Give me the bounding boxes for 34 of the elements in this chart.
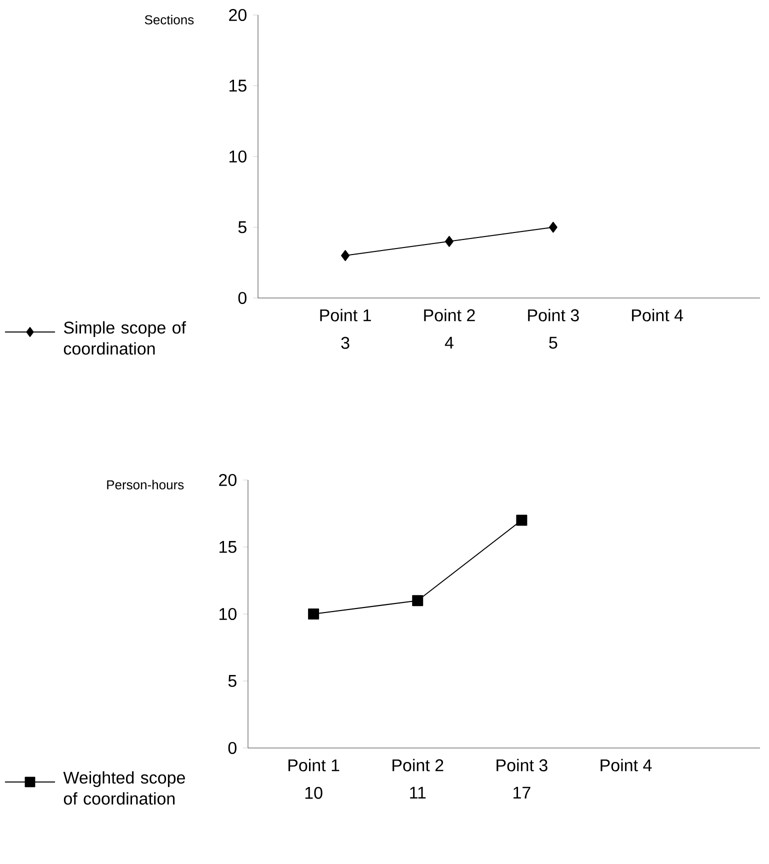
y-tick-label: 15 — [230, 80, 246, 92]
x-tick-label: Point 3 — [528, 308, 579, 322]
data-label: 4 — [444, 336, 454, 349]
y-tick-label: 15 — [220, 541, 236, 553]
y-tick-label: 20 — [219, 474, 236, 486]
point — [412, 595, 424, 606]
data-label: 11 — [410, 786, 426, 799]
y-tick-label: 10 — [230, 150, 246, 163]
y-axis-title: Sections — [144, 14, 194, 24]
legend-label: Weighted scope of coordination — [63, 771, 185, 805]
legend-label: Simple scope of coordination — [64, 321, 186, 355]
point — [516, 514, 528, 526]
x-tick-label: Point 2 — [392, 758, 444, 772]
x-tick-label: Point 1 — [320, 308, 371, 322]
point — [444, 236, 454, 247]
x-tick-label: Point 4 — [632, 308, 684, 322]
y-tick-label: 5 — [228, 675, 236, 687]
data-label: 17 — [514, 786, 530, 799]
data-label: 5 — [549, 336, 558, 349]
y-tick-label: 20 — [229, 8, 246, 22]
x-tick-label: Point 4 — [600, 758, 652, 772]
point — [341, 250, 350, 262]
data-label: 10 — [305, 786, 322, 799]
x-tick-label: Point 1 — [288, 758, 340, 772]
y-tick-label: 5 — [238, 221, 246, 234]
y-tick-label: 0 — [228, 742, 236, 754]
x-tick-label: Point 3 — [496, 758, 548, 772]
y-tick-label: 0 — [238, 292, 246, 304]
y-tick-label: 10 — [220, 608, 236, 620]
x-tick-label: Point 2 — [424, 308, 475, 322]
y-axis-title: Person-hours — [107, 480, 184, 490]
point — [308, 608, 320, 620]
point — [548, 222, 558, 233]
data-label: 3 — [341, 336, 350, 349]
